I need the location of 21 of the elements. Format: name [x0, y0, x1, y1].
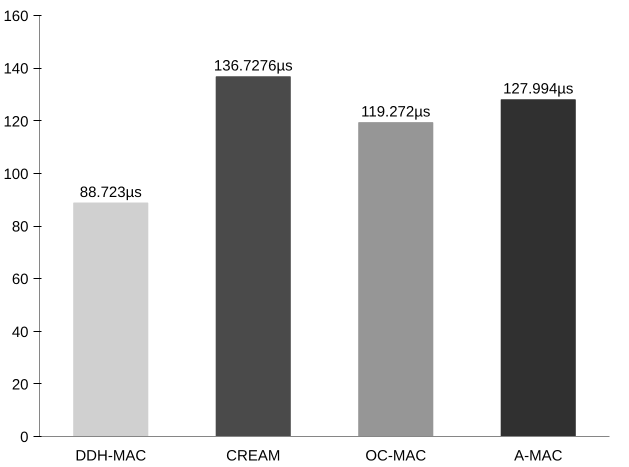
- bar: [73, 202, 148, 436]
- x-tick-label: CREAM: [226, 448, 280, 464]
- bar: [216, 76, 291, 436]
- y-tick-label: 40: [12, 324, 29, 341]
- y-tick-label: 20: [12, 376, 29, 394]
- y-tick-label: 80: [12, 218, 29, 236]
- data-label: 88.723µs: [80, 184, 142, 202]
- data-label: 136.7276µs: [214, 58, 293, 75]
- y-tick-label: 120: [3, 113, 29, 130]
- y-tick-label: 100: [3, 166, 29, 183]
- y-tick-label: 140: [3, 60, 29, 78]
- x-tick-label: OC-MAC: [365, 448, 426, 464]
- data-label: 127.994µs: [503, 80, 574, 98]
- x-tick-label: A-MAC: [514, 448, 563, 464]
- x-tick-label: DDH-MAC: [75, 448, 146, 464]
- bar: [500, 99, 576, 436]
- y-tick-label: 0: [20, 429, 28, 446]
- data-label: 119.272µs: [361, 104, 430, 121]
- y-tick-label: 160: [3, 8, 29, 25]
- bar: [358, 122, 434, 436]
- y-tick-label: 60: [12, 271, 29, 288]
